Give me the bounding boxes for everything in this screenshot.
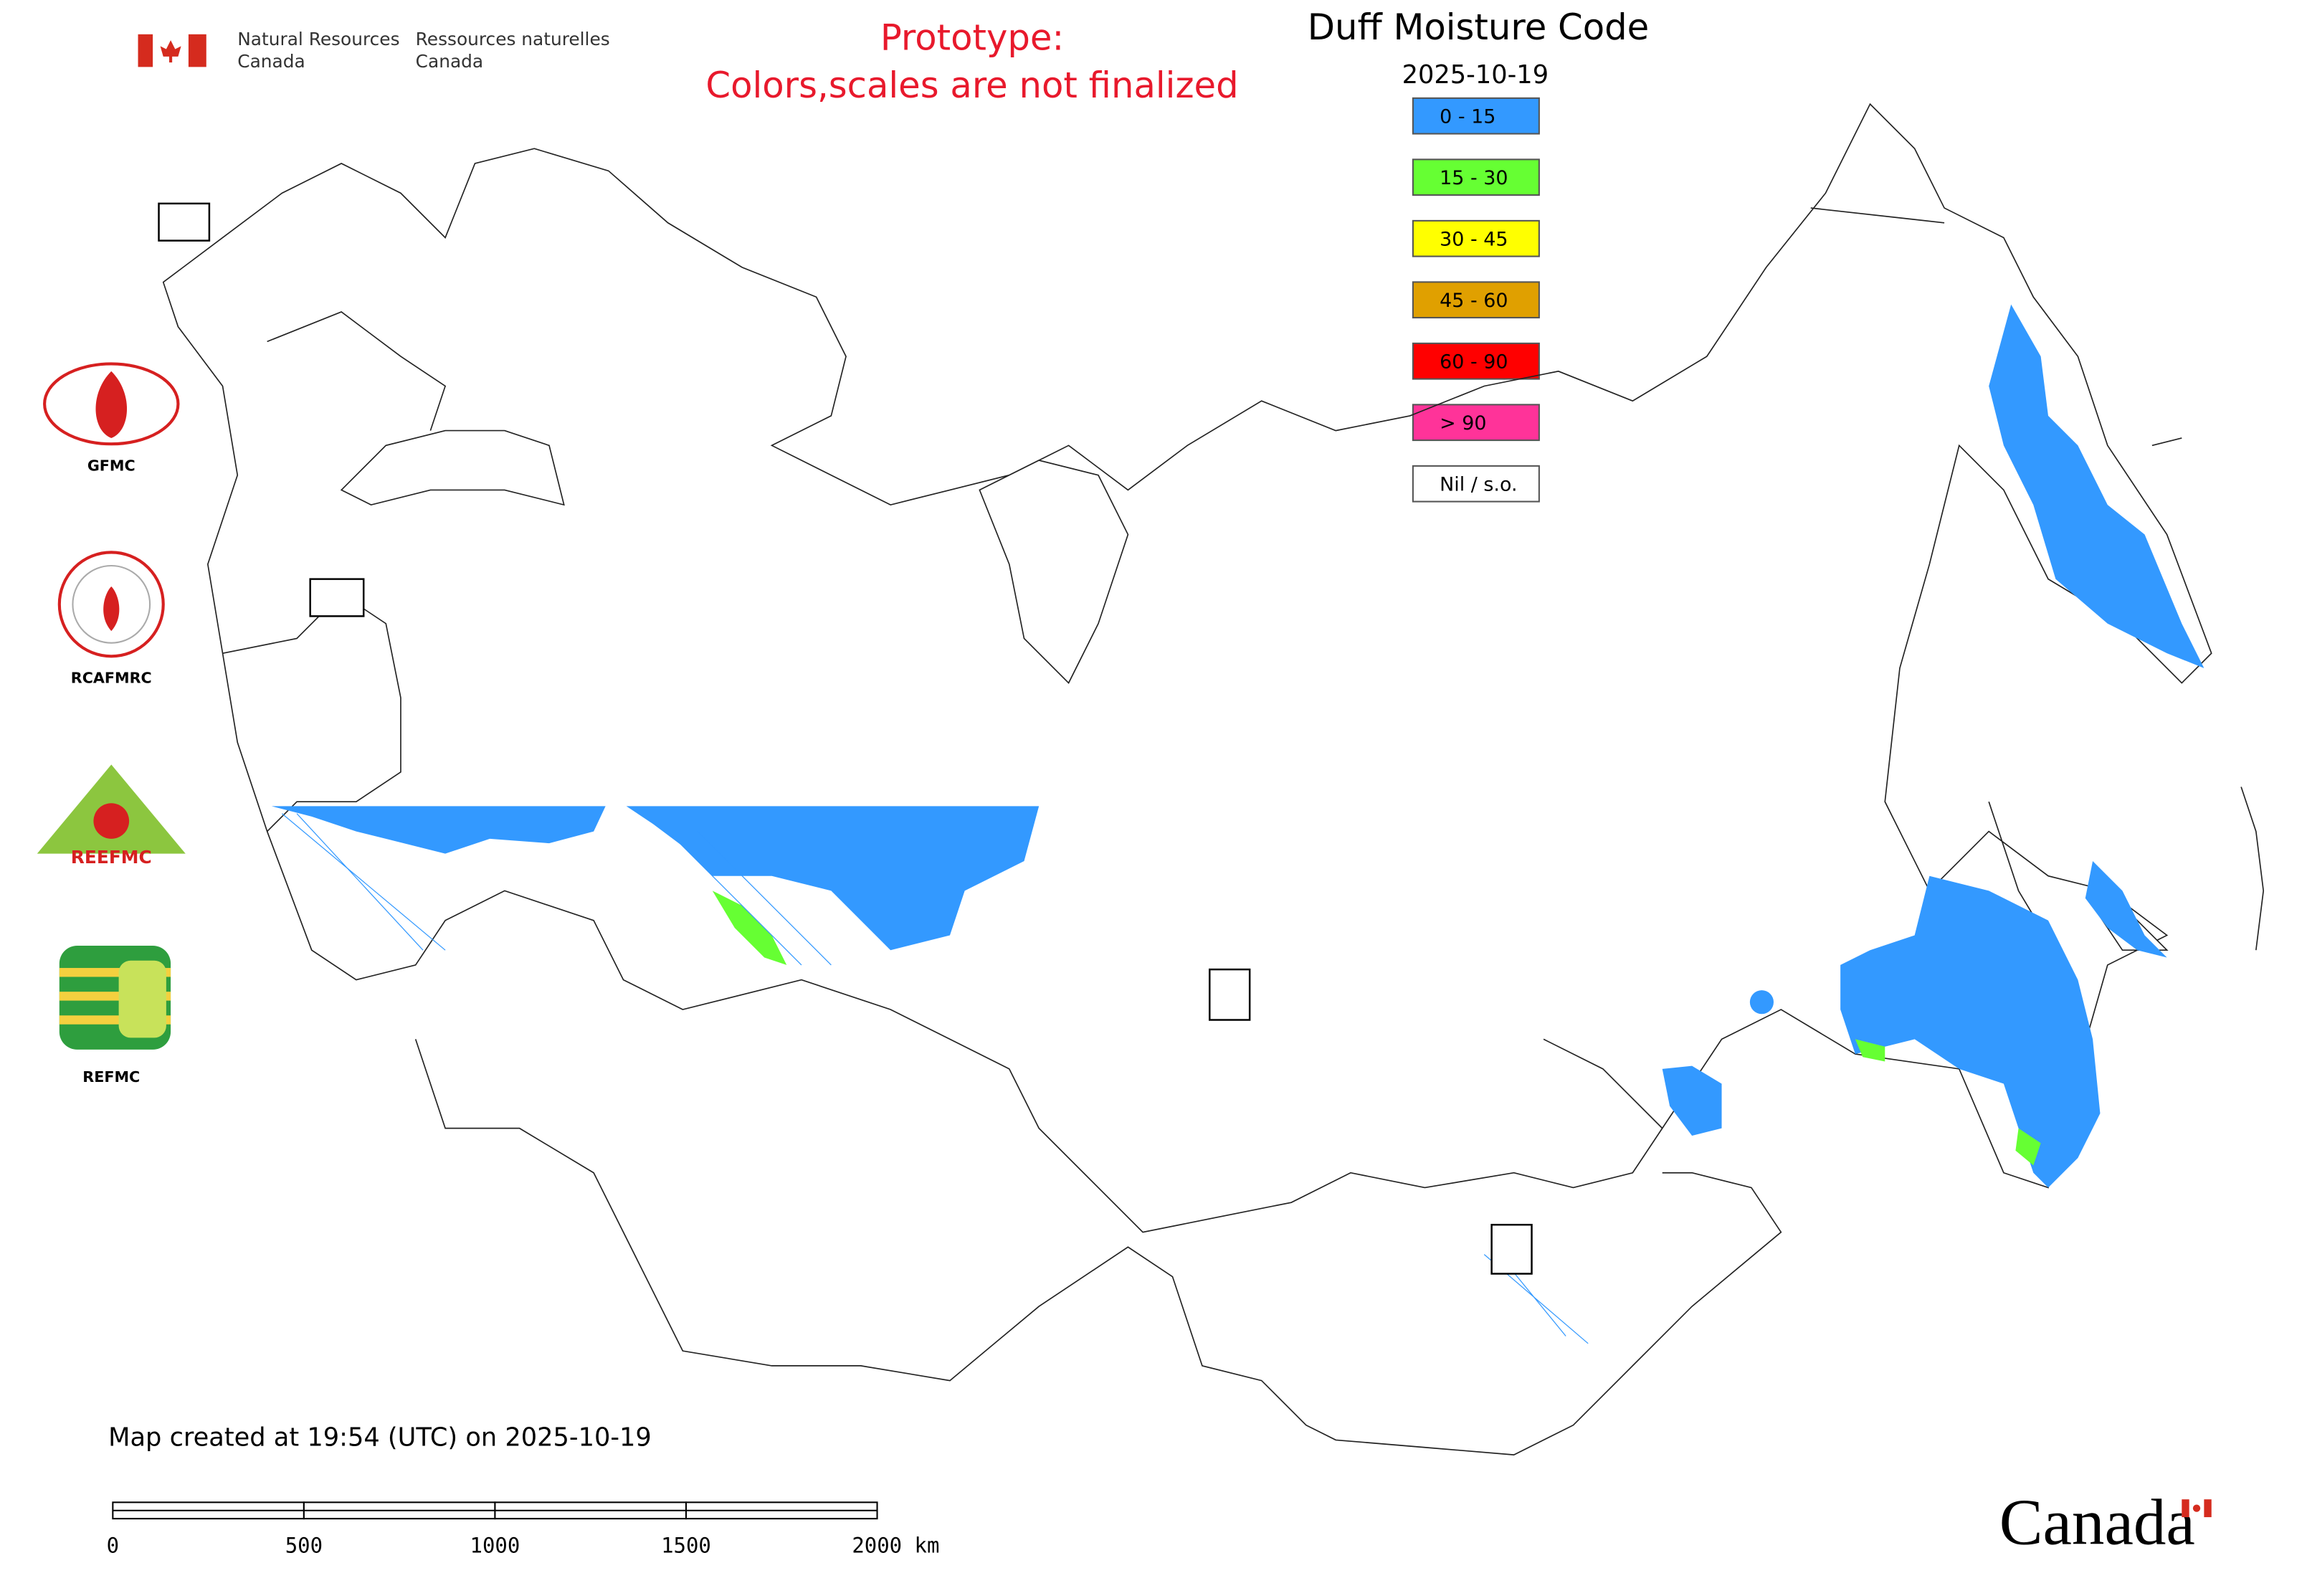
scale-label: 1500 [661,1533,711,1557]
legend-label: 0 - 15 [1440,105,1495,128]
scale-label: 2000 km [852,1533,939,1557]
scale-bar: 0 500 1000 1500 2000 km [107,1501,939,1557]
legend-swatch [1412,281,1540,319]
legend-label: 15 - 30 [1440,167,1508,189]
notice: Colors,scales are not finalized [705,65,1238,106]
notice: Prototype: [880,17,1064,59]
legend-swatch [1412,404,1540,442]
map-date: 2025-10-19 [1402,60,1549,90]
scale-label: 1000 [470,1533,520,1557]
legend: 0 - 15 15 - 30 30 - 45 45 - 60 60 - 90 > 90 Ni… [1412,97,1540,503]
map-title: Duff Moisture Code [1308,6,1649,48]
logo-label: REFMC [82,1068,140,1086]
agency-fr: Canada [416,51,483,72]
legend-swatch [1412,97,1540,135]
logo-label: GFMC [87,457,135,474]
logos [37,362,186,1050]
logo-label: REEFMC [71,847,152,868]
legend-swatch [1412,219,1540,257]
agency-en: Natural Resources [237,29,399,49]
agency-signature: Natural Resources Canada Ressources natu… [138,29,610,72]
legend-label: Nil / s.o. [1440,473,1517,495]
legend-label: 45 - 60 [1440,290,1508,312]
legend-swatch [1412,158,1540,196]
logo-label: RCAFMRC [71,669,152,686]
legend-swatch [1412,465,1540,503]
center-markers [158,202,1533,1275]
dmc-coverage [271,304,2205,1188]
legend-label: > 90 [1440,412,1486,434]
scale-label: 500 [285,1533,323,1557]
agency-fr: Ressources naturelles [416,29,610,49]
legend-label: 60 - 90 [1440,351,1508,373]
legend-swatch [1412,342,1540,380]
agency-en: Canada [237,51,305,72]
scale-label: 0 [107,1533,119,1557]
wordmark: Canada [1999,1486,2195,1559]
legend-label: 30 - 45 [1440,228,1508,250]
footer-note: Map created at 19:54 (UTC) on 2025-10-19 [108,1422,652,1452]
